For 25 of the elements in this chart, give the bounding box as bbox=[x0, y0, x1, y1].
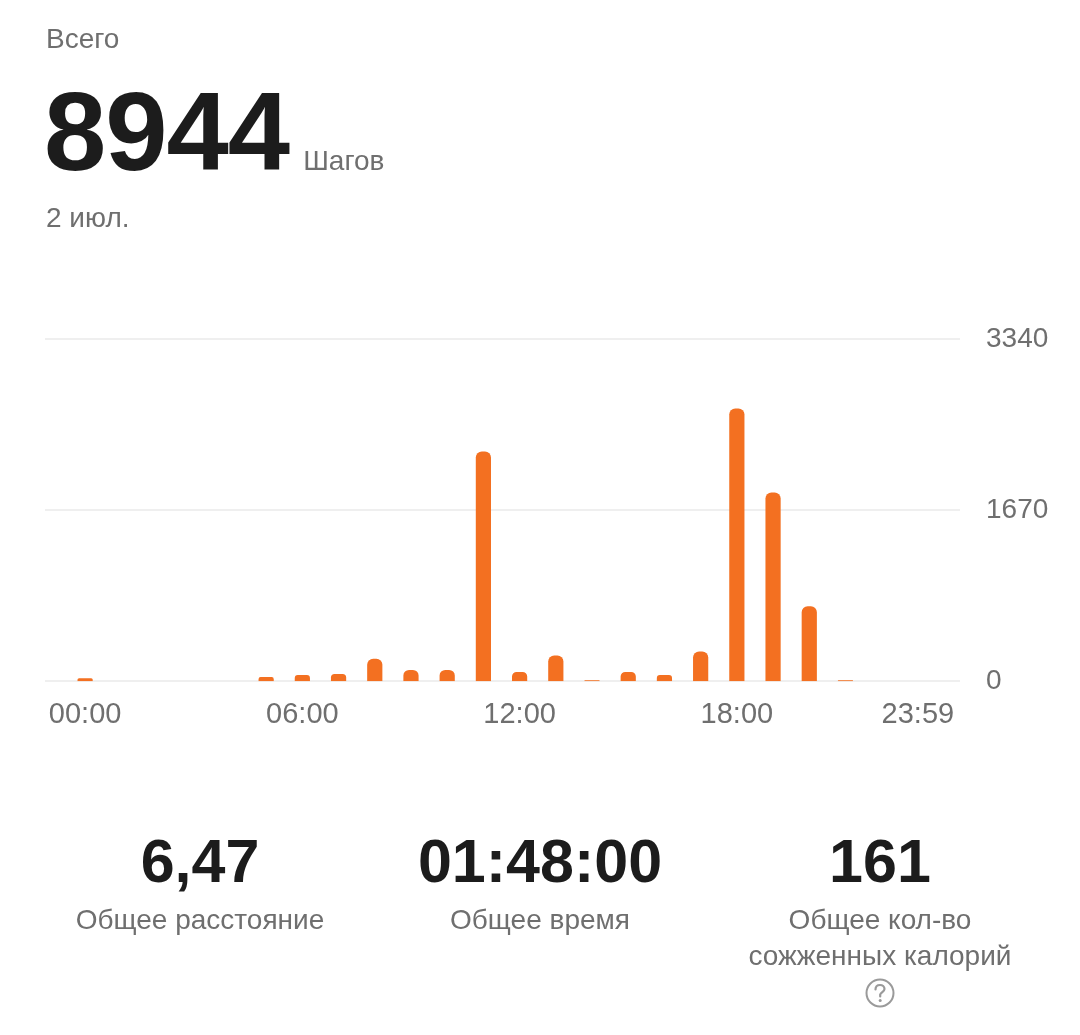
x-tick-label: 06:00 bbox=[266, 696, 339, 729]
x-tick-label: 00:00 bbox=[48, 696, 122, 729]
bar bbox=[693, 651, 709, 682]
text: Общее кол-во сожженных калорий bbox=[747, 903, 1013, 973]
bar bbox=[367, 658, 383, 682]
text: 6,47 bbox=[140, 826, 260, 896]
text: Общее время bbox=[450, 903, 630, 937]
x-tick-label: 23:59 bbox=[881, 696, 955, 729]
text: 161 bbox=[829, 826, 931, 896]
bar bbox=[729, 408, 745, 682]
x-tick-label: 18:00 bbox=[700, 696, 774, 729]
y-tick-label: 1670 bbox=[986, 492, 1049, 524]
x-tick-label: 12:00 bbox=[483, 696, 556, 729]
text: 01:48:00 bbox=[417, 826, 663, 896]
y-tick-label: 0 bbox=[986, 663, 1002, 695]
text: Шагов bbox=[303, 145, 385, 177]
bar bbox=[548, 655, 564, 682]
bar bbox=[475, 451, 491, 682]
text: 2 июл. bbox=[46, 201, 130, 235]
text: Общее расстояние bbox=[75, 903, 325, 937]
chart-title: Всего bbox=[46, 22, 120, 56]
bar bbox=[765, 492, 781, 682]
y-tick-label: 3340 bbox=[986, 321, 1049, 353]
bar bbox=[801, 606, 817, 682]
text: 8944 bbox=[44, 69, 290, 194]
